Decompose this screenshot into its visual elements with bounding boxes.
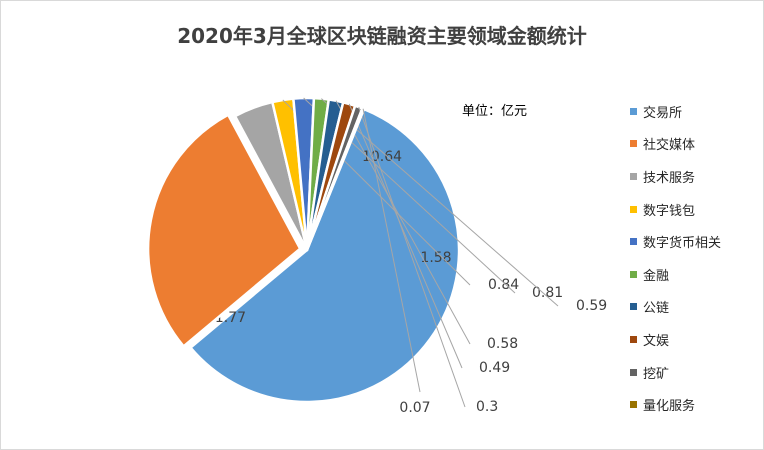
legend-swatch bbox=[630, 238, 637, 246]
legend-entry: 数字货币相关 bbox=[630, 225, 721, 258]
legend-label: 数字钱包 bbox=[643, 203, 696, 219]
legend-label: 量化服务 bbox=[643, 399, 696, 415]
legend-swatch bbox=[630, 270, 637, 278]
legend-swatch bbox=[630, 172, 637, 180]
data-label: 0.84 bbox=[488, 277, 519, 293]
data-label: 1.58 bbox=[420, 250, 451, 266]
legend-label: 文娱 bbox=[643, 333, 670, 349]
legend-entry: 文娱 bbox=[630, 323, 721, 356]
data-label: 0.59 bbox=[576, 298, 607, 314]
legend-label: 数字货币相关 bbox=[643, 236, 722, 252]
leader-line bbox=[362, 108, 421, 393]
chart-title: 2020年3月全球区块链融资主要领域金额统计 bbox=[177, 24, 587, 48]
data-label: 0.58 bbox=[487, 336, 518, 352]
legend-entry: 社交媒体 bbox=[630, 128, 721, 161]
legend-swatch bbox=[630, 205, 637, 213]
legend-entry: 公链 bbox=[630, 291, 721, 324]
legend-entry: 技术服务 bbox=[630, 160, 721, 193]
legend-label: 技术服务 bbox=[643, 170, 696, 186]
legend-entry: 金融 bbox=[630, 258, 721, 291]
unit-label: 单位：亿元 bbox=[462, 104, 528, 119]
data-label: 0.07 bbox=[399, 400, 430, 416]
data-label: 0.3 bbox=[476, 399, 498, 415]
legend-swatch bbox=[630, 368, 637, 376]
data-label: 0.49 bbox=[479, 360, 510, 376]
legend-swatch bbox=[630, 335, 637, 343]
legend-label: 挖矿 bbox=[643, 366, 670, 382]
legend-label: 公链 bbox=[643, 301, 670, 317]
legend-entry: 量化服务 bbox=[630, 388, 721, 421]
legend: 交易所社交媒体技术服务数字钱包数字货币相关 金融公链文娱挖矿量化服务 bbox=[630, 95, 721, 421]
data-label: 0.81 bbox=[532, 285, 563, 301]
legend-swatch bbox=[630, 401, 637, 409]
leader-line bbox=[335, 100, 471, 345]
leader-line bbox=[321, 98, 559, 307]
leader-line bbox=[348, 103, 463, 369]
pie-slice bbox=[146, 113, 302, 348]
legend-label: 社交媒体 bbox=[643, 138, 696, 154]
legend-swatch bbox=[630, 303, 637, 311]
pie-slice bbox=[189, 107, 461, 404]
legend-entry: 交易所 bbox=[630, 95, 721, 128]
leader-line bbox=[358, 106, 466, 408]
legend-swatch bbox=[630, 107, 637, 115]
legend-swatch bbox=[630, 140, 637, 148]
legend-entry: 挖矿 bbox=[630, 356, 721, 389]
legend-label: 金融 bbox=[643, 268, 670, 284]
legend-label: 交易所 bbox=[643, 105, 683, 121]
legend-entry: 数字钱包 bbox=[630, 193, 721, 226]
